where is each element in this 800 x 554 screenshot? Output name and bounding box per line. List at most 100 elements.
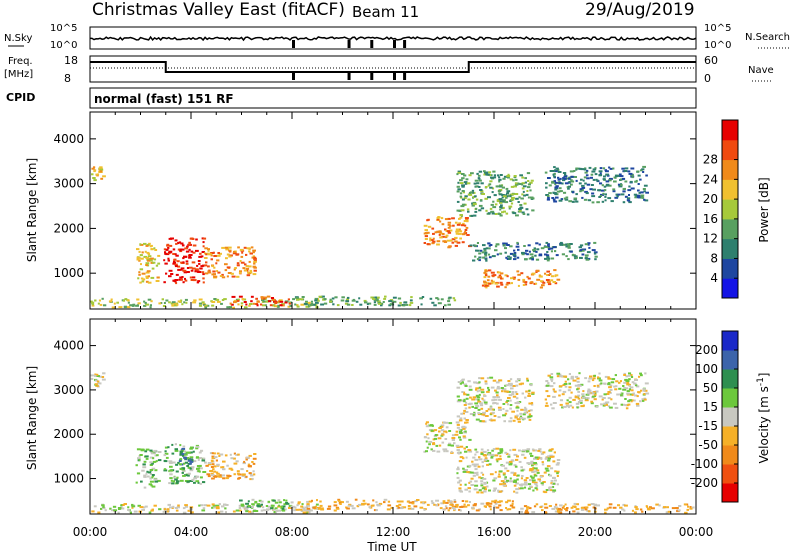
velocity-cell <box>174 478 178 481</box>
power-cell <box>216 270 219 272</box>
velocity-cell <box>468 402 473 405</box>
power-cell <box>452 297 456 300</box>
velocity-cell <box>531 511 536 514</box>
velocity-cell <box>486 390 490 393</box>
power-cell <box>452 224 455 227</box>
velocity-cell <box>459 432 463 434</box>
power-cell <box>566 186 570 189</box>
power-cell <box>215 262 218 265</box>
sky-left-tick-top: 10^5 <box>50 23 77 34</box>
velocity-cell <box>550 482 553 485</box>
power-cell <box>252 302 256 305</box>
velocity-cell <box>642 388 646 391</box>
power-cell <box>568 185 571 188</box>
power-cell <box>497 190 502 192</box>
velocity-cell <box>525 450 530 453</box>
velocity-cell <box>510 471 515 474</box>
power-cell <box>617 193 621 196</box>
power-cell <box>461 241 465 244</box>
power-cell <box>142 278 146 281</box>
velocity-cell <box>248 454 252 457</box>
power-cell <box>610 200 614 203</box>
power-cell <box>504 251 507 254</box>
power-cell <box>584 171 588 174</box>
power-cell <box>574 257 577 260</box>
velocity-cell <box>306 504 310 507</box>
velocity-cell <box>172 505 175 508</box>
velocity-cell <box>481 420 485 423</box>
velocity-cell <box>262 509 266 512</box>
velocity-cell <box>212 504 216 507</box>
power-cell <box>553 180 556 183</box>
velocity-cell <box>186 480 190 483</box>
velocity-cell <box>488 502 493 505</box>
power-cell <box>492 187 495 190</box>
velocity-cell <box>225 504 229 506</box>
velocity-cell <box>658 504 661 507</box>
power-cell <box>423 242 426 244</box>
power-cell <box>525 208 529 211</box>
power-cell <box>172 248 176 251</box>
power-cell <box>139 243 142 246</box>
velocity-cell <box>505 479 509 482</box>
velocity-colorbar-tick: 100 <box>695 362 718 376</box>
power-cell <box>441 235 445 238</box>
power-cell <box>340 299 345 302</box>
velocity-cell <box>191 459 194 461</box>
power-cell <box>307 304 311 307</box>
velocity-cell <box>463 404 467 406</box>
velocity-cell <box>554 510 559 513</box>
velocity-cell <box>166 510 169 513</box>
velocity-cell <box>622 503 626 506</box>
velocity-cell <box>123 503 127 505</box>
velocity-cell <box>98 375 102 378</box>
velocity-cell <box>537 456 541 459</box>
velocity-cell <box>495 391 499 394</box>
velocity-cell <box>530 455 534 457</box>
power-cell <box>183 255 187 258</box>
velocity-cell <box>552 477 556 479</box>
power-cell <box>608 179 612 182</box>
velocity-cell <box>145 472 148 475</box>
velocity-cell <box>526 462 530 465</box>
power-cell <box>589 188 593 191</box>
velocity-cell <box>445 507 448 510</box>
power-cell <box>454 221 458 224</box>
velocity-cell <box>515 393 519 395</box>
power-cell <box>546 274 549 276</box>
power-cell <box>211 265 214 268</box>
power-cell <box>624 167 629 170</box>
velocity-cell <box>556 510 560 513</box>
power-cell <box>503 244 506 247</box>
power-cell <box>598 174 602 177</box>
velocity-cell <box>433 437 438 440</box>
power-cell <box>569 250 573 253</box>
velocity-cell <box>458 419 463 422</box>
velocity-cell <box>458 489 462 492</box>
power-cell <box>551 170 555 172</box>
velocity-cell <box>624 504 628 507</box>
velocity-cell <box>221 466 225 469</box>
power-cell <box>534 254 537 257</box>
velocity-cell <box>625 404 629 407</box>
velocity-cell <box>556 475 559 477</box>
velocity-cell <box>492 419 496 422</box>
power-cell <box>519 174 523 177</box>
velocity-cell <box>463 447 466 450</box>
power-cell <box>567 177 571 180</box>
velocity-cell <box>468 450 473 453</box>
velocity-cell <box>546 395 551 398</box>
velocity-cell <box>176 506 180 509</box>
velocity-cell <box>435 444 439 447</box>
power-cell <box>253 266 257 269</box>
velocity-cell <box>258 499 262 502</box>
velocity-cell <box>526 448 531 451</box>
power-cell <box>505 283 509 286</box>
velocity-cell <box>210 472 214 475</box>
velocity-cell <box>515 491 519 494</box>
velocity-cell <box>252 462 256 465</box>
velocity-cell <box>174 448 178 451</box>
velocity-cell <box>665 506 669 509</box>
velocity-cell <box>470 477 474 480</box>
velocity-cell <box>513 453 518 456</box>
